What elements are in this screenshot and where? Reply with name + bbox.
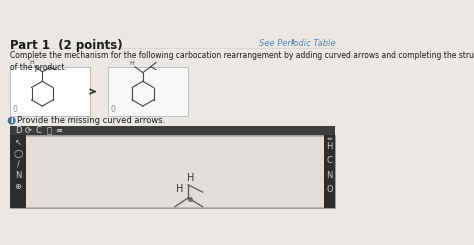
Text: ↖: ↖ [15, 138, 22, 147]
Text: 0: 0 [110, 105, 115, 114]
Text: N: N [15, 171, 21, 180]
Text: ◯: ◯ [14, 149, 23, 158]
FancyBboxPatch shape [324, 135, 335, 208]
Text: Provide the missing curved arrows.: Provide the missing curved arrows. [18, 116, 166, 125]
Text: ≡: ≡ [55, 126, 63, 135]
Text: D: D [15, 126, 21, 135]
FancyBboxPatch shape [108, 67, 188, 116]
Text: H: H [129, 61, 134, 66]
Text: C: C [36, 126, 42, 135]
Text: i: i [10, 116, 13, 125]
Text: Complete the mechanism for the following carbocation rearrangement by adding cur: Complete the mechanism for the following… [10, 51, 474, 72]
FancyBboxPatch shape [10, 67, 91, 116]
FancyBboxPatch shape [10, 135, 335, 208]
Text: 0: 0 [12, 105, 17, 114]
Circle shape [9, 117, 15, 124]
Text: Part 1  (2 points): Part 1 (2 points) [10, 39, 123, 52]
Text: N: N [326, 171, 333, 180]
Text: H: H [29, 60, 34, 65]
Text: H: H [326, 142, 333, 151]
Text: /: / [17, 160, 19, 169]
Text: H: H [187, 173, 195, 183]
Text: ⊕: ⊕ [15, 182, 22, 191]
FancyBboxPatch shape [10, 135, 26, 208]
Text: C: C [327, 156, 332, 165]
Text: H: H [176, 184, 184, 194]
Text: O: O [326, 185, 333, 195]
Text: ⬆: ⬆ [290, 39, 296, 45]
FancyBboxPatch shape [10, 126, 335, 135]
Text: ⟳: ⟳ [25, 126, 32, 135]
Text: 🔍: 🔍 [46, 126, 51, 135]
FancyBboxPatch shape [26, 137, 324, 207]
Text: See Periodic Table: See Periodic Table [259, 39, 335, 48]
Text: ⬌: ⬌ [327, 137, 332, 143]
